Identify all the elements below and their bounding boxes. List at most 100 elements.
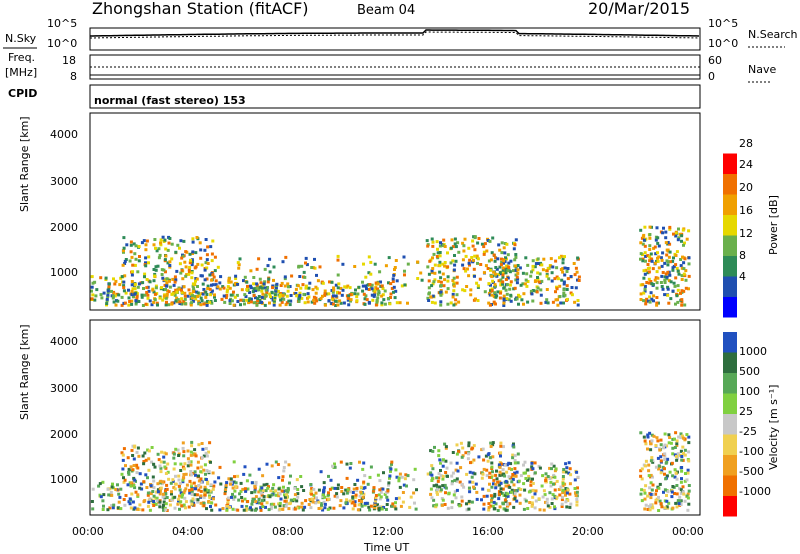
echo-cell: [180, 288, 183, 292]
echo-cell: [131, 444, 135, 448]
echo-cell: [194, 297, 198, 301]
echo-cell: [213, 255, 217, 259]
echo-cell: [648, 255, 652, 259]
echo-cell: [193, 470, 197, 474]
power-ytick-2000: 2000: [50, 221, 78, 234]
power-cb-4: 4: [739, 270, 746, 283]
echo-cell: [648, 225, 652, 229]
echo-cell: [210, 289, 214, 293]
echo-cell: [644, 254, 648, 258]
echo-cell: [161, 495, 165, 499]
echo-cell: [558, 256, 561, 260]
echo-cell: [129, 243, 133, 247]
echo-cell: [505, 297, 509, 301]
echo-cell: [397, 496, 401, 500]
echo-cell: [243, 497, 247, 501]
echo-cell: [564, 487, 568, 490]
echo-cell: [152, 462, 156, 466]
echo-cell: [569, 502, 573, 506]
echo-cell: [467, 499, 471, 503]
echo-cell: [164, 489, 167, 493]
echo-cell: [358, 494, 362, 498]
echo-cell: [472, 235, 476, 239]
echo-cell: [391, 504, 394, 508]
echo-cell: [245, 280, 249, 284]
echo-cell: [347, 294, 351, 298]
echo-cell: [97, 484, 101, 488]
echo-cell: [484, 264, 488, 268]
echo-cell: [656, 241, 660, 245]
echo-cell: [166, 462, 170, 466]
velocity-colorbar-cell: [723, 373, 737, 394]
echo-cell: [509, 293, 513, 297]
echo-cell: [254, 500, 258, 504]
echo-cell: [516, 277, 520, 281]
echo-cell: [256, 299, 260, 303]
echo-cell: [310, 266, 314, 269]
echo-cell: [195, 236, 199, 239]
echo-cell: [205, 454, 209, 458]
echo-cell: [664, 236, 668, 240]
echo-cell: [471, 258, 475, 262]
echo-cell: [450, 500, 454, 504]
echo-cell: [143, 293, 147, 297]
echo-cell: [348, 499, 352, 503]
echo-cell: [90, 500, 94, 503]
echo-cell: [173, 280, 177, 284]
echo-cell: [158, 500, 162, 504]
echo-cell: [233, 495, 237, 499]
echo-cell: [249, 300, 253, 304]
echo-cell: [683, 241, 686, 245]
echo-cell: [268, 295, 272, 299]
echo-cell: [164, 502, 168, 506]
echo-cell: [343, 285, 347, 289]
echo-cell: [654, 238, 658, 242]
echo-cell: [353, 265, 357, 268]
echo-cell: [441, 244, 445, 248]
echo-cell: [378, 488, 382, 492]
echo-cell: [127, 471, 130, 474]
echo-cell: [639, 257, 642, 261]
echo-cell: [261, 499, 264, 503]
echo-cell: [435, 240, 439, 244]
echo-cell: [683, 257, 687, 261]
echo-cell: [517, 479, 521, 483]
echo-cell: [126, 483, 130, 487]
echo-cell: [553, 488, 557, 492]
echo-cell: [144, 473, 148, 477]
echo-cell: [527, 490, 531, 494]
echo-cell: [143, 499, 147, 503]
echo-cell: [373, 290, 377, 294]
echo-cell: [372, 294, 376, 298]
echo-cell: [461, 288, 465, 292]
echo-cell: [272, 490, 276, 494]
echo-cell: [181, 441, 185, 445]
echo-cell: [651, 493, 655, 496]
echo-cell: [106, 487, 110, 491]
echo-cell: [508, 283, 512, 287]
echo-cell: [499, 291, 502, 295]
echo-cell: [499, 481, 503, 485]
echo-cell: [120, 451, 124, 455]
echo-cell: [161, 276, 165, 280]
echo-cell: [127, 296, 131, 300]
echo-cell: [387, 256, 391, 260]
echo-cell: [518, 295, 522, 299]
echo-cell: [389, 467, 393, 471]
echo-cell: [130, 481, 134, 485]
echo-cell: [562, 288, 566, 292]
echo-cell: [511, 478, 515, 481]
echo-cell: [501, 280, 505, 284]
echo-cell: [203, 268, 207, 272]
echo-cell: [642, 291, 646, 295]
echo-cell: [651, 483, 655, 487]
echo-cell: [393, 505, 397, 509]
echo-cell: [679, 503, 683, 506]
echo-cell: [195, 290, 199, 294]
echo-cell: [336, 483, 340, 487]
echo-cell: [244, 489, 248, 493]
echo-cell: [128, 300, 132, 303]
echo-cell: [491, 455, 495, 459]
echo-cell: [497, 497, 501, 501]
echo-cell: [568, 505, 572, 509]
